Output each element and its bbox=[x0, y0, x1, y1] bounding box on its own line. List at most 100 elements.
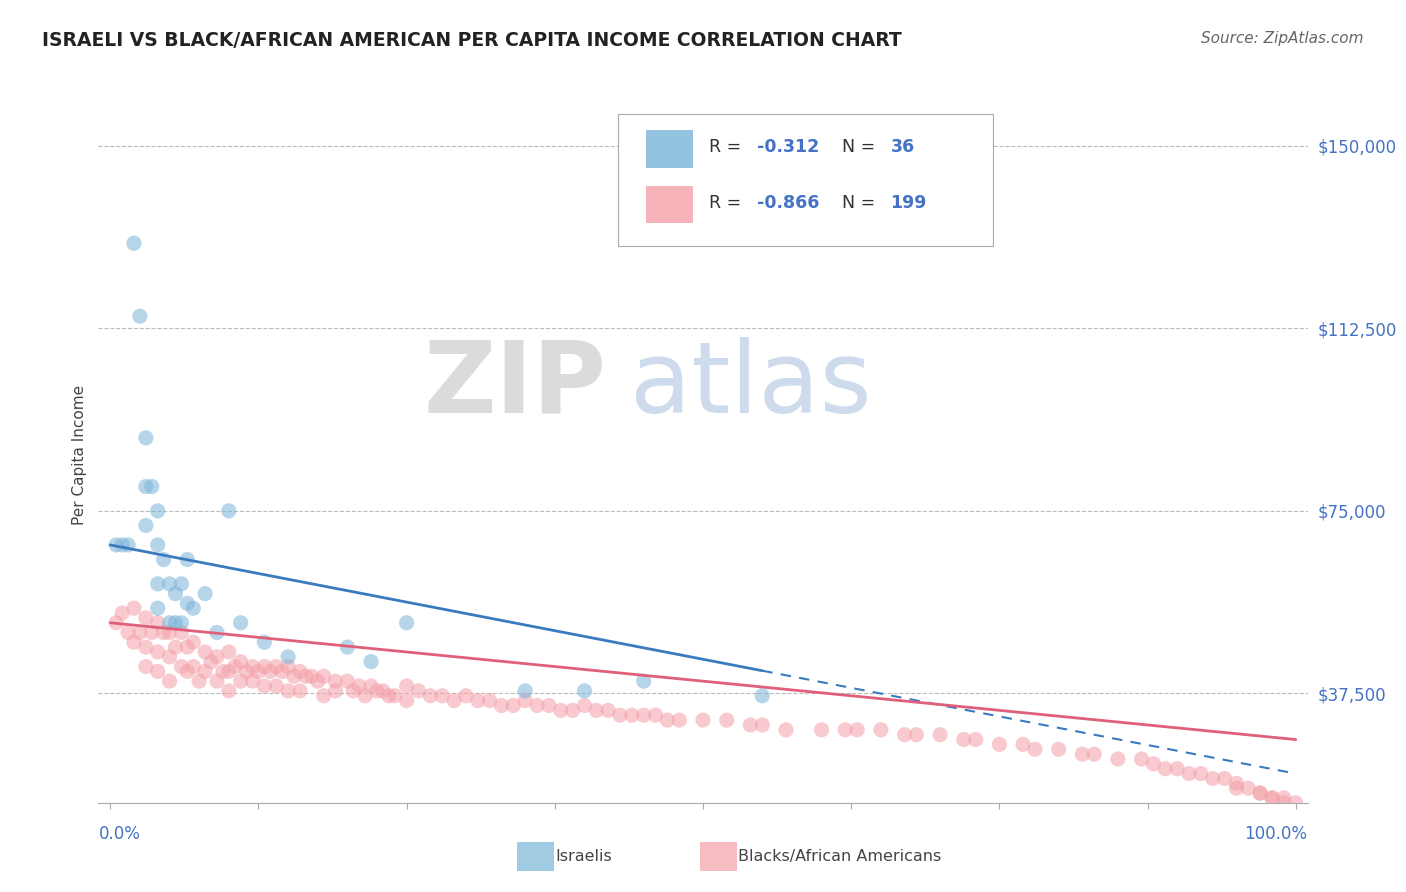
Text: Source: ZipAtlas.com: Source: ZipAtlas.com bbox=[1201, 31, 1364, 46]
Point bbox=[312, 669, 335, 683]
Point bbox=[129, 625, 152, 640]
Point bbox=[135, 431, 157, 445]
Point bbox=[336, 640, 359, 654]
Point bbox=[129, 310, 152, 324]
Point bbox=[288, 665, 311, 679]
Point bbox=[432, 689, 454, 703]
Text: N =: N = bbox=[842, 138, 880, 156]
Point bbox=[152, 625, 174, 640]
Point bbox=[644, 708, 666, 723]
Point bbox=[176, 596, 198, 610]
Point bbox=[212, 665, 235, 679]
Point bbox=[1249, 786, 1271, 800]
Point bbox=[218, 504, 240, 518]
Point bbox=[271, 665, 294, 679]
Text: R =: R = bbox=[709, 194, 747, 212]
Point bbox=[111, 606, 134, 620]
Point bbox=[117, 538, 139, 552]
Point bbox=[1166, 762, 1188, 776]
Point bbox=[657, 713, 679, 727]
Point bbox=[454, 689, 477, 703]
Point bbox=[122, 635, 145, 649]
Text: atlas: atlas bbox=[630, 337, 872, 434]
Point bbox=[264, 659, 287, 673]
Point bbox=[1261, 791, 1284, 805]
Point bbox=[135, 659, 157, 673]
Point bbox=[395, 693, 418, 707]
Point bbox=[200, 655, 222, 669]
Point bbox=[360, 655, 382, 669]
Point bbox=[965, 732, 987, 747]
Point bbox=[1024, 742, 1046, 756]
Point bbox=[224, 659, 246, 673]
Point bbox=[146, 504, 169, 518]
Point bbox=[264, 679, 287, 693]
Text: N =: N = bbox=[842, 194, 880, 212]
Point bbox=[1189, 766, 1212, 780]
Point bbox=[1213, 772, 1236, 786]
Point bbox=[810, 723, 832, 737]
Point bbox=[366, 684, 388, 698]
Point bbox=[325, 684, 347, 698]
Point bbox=[135, 611, 157, 625]
Point bbox=[585, 703, 607, 717]
Point bbox=[312, 689, 335, 703]
Point bbox=[152, 552, 174, 566]
Text: ISRAELI VS BLACK/AFRICAN AMERICAN PER CAPITA INCOME CORRELATION CHART: ISRAELI VS BLACK/AFRICAN AMERICAN PER CA… bbox=[42, 31, 901, 50]
Text: 199: 199 bbox=[890, 194, 927, 212]
Point bbox=[408, 684, 430, 698]
Point bbox=[181, 635, 204, 649]
Point bbox=[165, 586, 187, 600]
Point bbox=[105, 538, 128, 552]
Point bbox=[218, 665, 240, 679]
Point bbox=[395, 679, 418, 693]
Point bbox=[307, 674, 329, 689]
Point bbox=[165, 640, 187, 654]
Point bbox=[1285, 796, 1308, 810]
Point bbox=[111, 538, 134, 552]
Point bbox=[1012, 738, 1035, 752]
Point bbox=[253, 659, 276, 673]
Point bbox=[218, 684, 240, 698]
Point bbox=[1142, 756, 1164, 771]
Point bbox=[846, 723, 869, 737]
Point bbox=[117, 625, 139, 640]
Point bbox=[165, 615, 187, 630]
Point bbox=[526, 698, 548, 713]
FancyBboxPatch shape bbox=[647, 130, 693, 168]
Point bbox=[1237, 781, 1260, 796]
Point bbox=[146, 577, 169, 591]
Point bbox=[491, 698, 513, 713]
Point bbox=[159, 649, 181, 664]
Text: Blacks/African Americans: Blacks/African Americans bbox=[738, 849, 942, 863]
Point bbox=[253, 635, 276, 649]
Point bbox=[170, 615, 193, 630]
Point bbox=[135, 479, 157, 493]
Point bbox=[194, 586, 217, 600]
Point bbox=[229, 674, 252, 689]
Point bbox=[229, 615, 252, 630]
Point bbox=[550, 703, 572, 717]
Text: ZIP: ZIP bbox=[423, 337, 606, 434]
Point bbox=[295, 669, 318, 683]
Point bbox=[419, 689, 441, 703]
Point bbox=[1071, 747, 1094, 761]
Point bbox=[218, 645, 240, 659]
Point bbox=[181, 601, 204, 615]
Point bbox=[277, 649, 299, 664]
Point bbox=[105, 615, 128, 630]
Point bbox=[181, 659, 204, 673]
Point bbox=[1083, 747, 1105, 761]
Point bbox=[146, 538, 169, 552]
Y-axis label: Per Capita Income: Per Capita Income bbox=[72, 384, 87, 525]
Point bbox=[288, 684, 311, 698]
Point bbox=[893, 728, 915, 742]
Text: 100.0%: 100.0% bbox=[1244, 825, 1308, 843]
Point bbox=[1154, 762, 1177, 776]
Point bbox=[141, 625, 163, 640]
Point bbox=[574, 684, 596, 698]
Point bbox=[395, 615, 418, 630]
Text: -0.312: -0.312 bbox=[758, 138, 820, 156]
Point bbox=[277, 659, 299, 673]
Point bbox=[633, 674, 655, 689]
